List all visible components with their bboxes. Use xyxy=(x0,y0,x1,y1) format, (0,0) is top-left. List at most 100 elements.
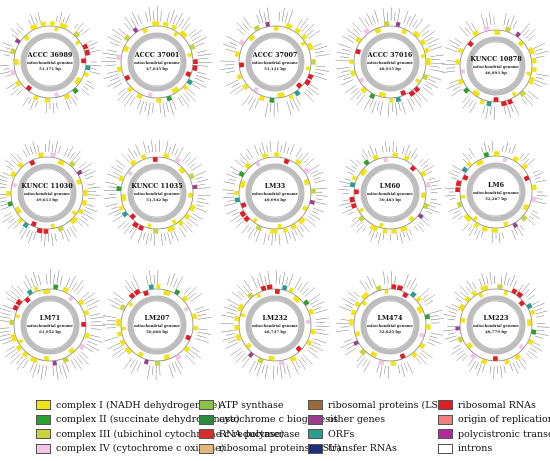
gene-feature-arc xyxy=(192,184,198,190)
gene-feature-arc xyxy=(372,154,379,161)
gene-feature-arc xyxy=(289,355,297,363)
genome-backbone xyxy=(238,156,312,230)
center-disc xyxy=(365,37,415,87)
center-disc xyxy=(132,168,182,218)
gene-features xyxy=(234,152,316,234)
gene-feature-arc xyxy=(234,197,240,203)
gene-feature-arc xyxy=(124,74,131,81)
gene-feature-arc xyxy=(463,213,472,223)
gene-feature-arc xyxy=(177,219,185,227)
legend-item: other genes xyxy=(308,413,385,427)
gene-feature-arc xyxy=(359,348,367,356)
gene-feature-arc xyxy=(148,284,154,290)
legend-item: origin of replication xyxy=(438,413,550,427)
gene-feature-arc xyxy=(502,221,509,227)
gene-feature-arc xyxy=(522,203,530,211)
genome-backbone xyxy=(459,288,533,362)
gene-feature-arc xyxy=(77,298,85,306)
gene-feature-arc xyxy=(400,89,407,96)
gene-feature-arc xyxy=(7,201,13,207)
gene-feature-arc xyxy=(248,34,256,42)
gc-content-ring xyxy=(466,295,526,355)
gene-feature-arc xyxy=(305,66,311,71)
gene-label-fringe xyxy=(0,139,101,247)
gene-feature-arc xyxy=(350,309,357,316)
gene-feature-arc xyxy=(420,170,427,178)
gene-feature-arc xyxy=(480,358,488,365)
gene-features xyxy=(455,284,537,365)
gene-feature-arc xyxy=(238,170,245,178)
gene-feature-arc xyxy=(424,313,431,320)
gene-feature-arc xyxy=(297,216,306,225)
gc-content-ring xyxy=(17,163,77,223)
gene-feature-arc xyxy=(290,223,298,230)
gene-feature-arc xyxy=(162,21,169,28)
gene-label-fringe xyxy=(101,6,213,117)
gene-feature-arc xyxy=(136,93,143,100)
gene-feature-arc xyxy=(265,21,270,27)
gene-feature-arc xyxy=(472,30,480,37)
genome-name: KUNCC 10878 xyxy=(470,55,522,63)
gene-feature-arc xyxy=(244,162,252,170)
genome-size: 49,613 bp xyxy=(36,197,58,202)
gene-feature-arc xyxy=(73,76,82,85)
gene-feature-arc xyxy=(278,360,285,366)
gene-feature-arc xyxy=(303,299,310,306)
genome-name: LM474 xyxy=(378,314,403,322)
gene-feature-arc xyxy=(501,100,508,107)
gene-feature-arc xyxy=(472,89,481,97)
gene-feature-arc xyxy=(73,30,81,38)
gene-feature-arc xyxy=(21,351,29,358)
gene-feature-arc xyxy=(378,91,387,98)
genome-backbone xyxy=(459,29,533,103)
gene-feature-arc xyxy=(15,313,21,319)
genome-size: 50,606 bp xyxy=(146,329,168,334)
gene-feature-arc xyxy=(260,285,267,292)
gene-label-fringe xyxy=(220,270,330,380)
gc-content-ring xyxy=(360,32,420,92)
genome-size: 61,952 bp xyxy=(39,329,61,334)
genome-backbone xyxy=(13,25,87,99)
gene-feature-arc xyxy=(301,205,308,212)
gene-feature-arc xyxy=(236,73,243,80)
gene-feature-arc xyxy=(517,40,525,47)
gene-feature-arc xyxy=(306,339,313,346)
gene-feature-arc xyxy=(310,328,316,335)
genome-name: LM33 xyxy=(265,182,286,190)
gene-label-fringe xyxy=(335,7,445,117)
gene-feature-arc xyxy=(516,291,524,299)
gene-feature-arc xyxy=(129,159,137,167)
gene-feature-arc xyxy=(243,215,250,223)
legend-item: transfer RNAs xyxy=(308,442,397,456)
gene-feature-arc xyxy=(183,213,191,221)
gene-label-fringe xyxy=(442,12,550,120)
legend-item: ORFs xyxy=(308,427,354,441)
gene-feature-arc xyxy=(62,286,70,294)
gene-feature-arc xyxy=(245,342,252,349)
legend-swatch xyxy=(199,443,214,454)
gene-feature-arc xyxy=(402,292,409,299)
gene-feature-arc xyxy=(116,54,122,61)
gene-feature-arc xyxy=(466,341,474,350)
genome-backbone xyxy=(120,156,194,230)
gene-feature-arc xyxy=(374,27,382,34)
gene-feature-arc xyxy=(303,178,310,186)
gene-label-fringe xyxy=(102,270,212,380)
gene-label-fringe xyxy=(104,140,210,246)
gene-feature-arc xyxy=(67,295,74,302)
gene-feature-arc xyxy=(126,86,134,93)
center-disc xyxy=(471,41,521,91)
gc-content-ring xyxy=(245,32,305,92)
gene-feature-arc xyxy=(497,284,504,290)
gene-feature-arc xyxy=(472,215,479,222)
gene-feature-arc xyxy=(304,78,311,86)
gc-content-ring xyxy=(245,295,305,355)
gene-feature-arc xyxy=(40,21,47,27)
gene-feature-arc xyxy=(526,71,532,76)
gene-feature-arc xyxy=(349,181,356,188)
gene-feature-arc xyxy=(349,196,355,203)
genome-name: KUNCC 11030 xyxy=(21,182,73,190)
gene-feature-arc xyxy=(473,222,480,229)
gene-feature-arc xyxy=(143,290,149,297)
genome-subtitle: mitochondrial genome xyxy=(27,324,73,328)
